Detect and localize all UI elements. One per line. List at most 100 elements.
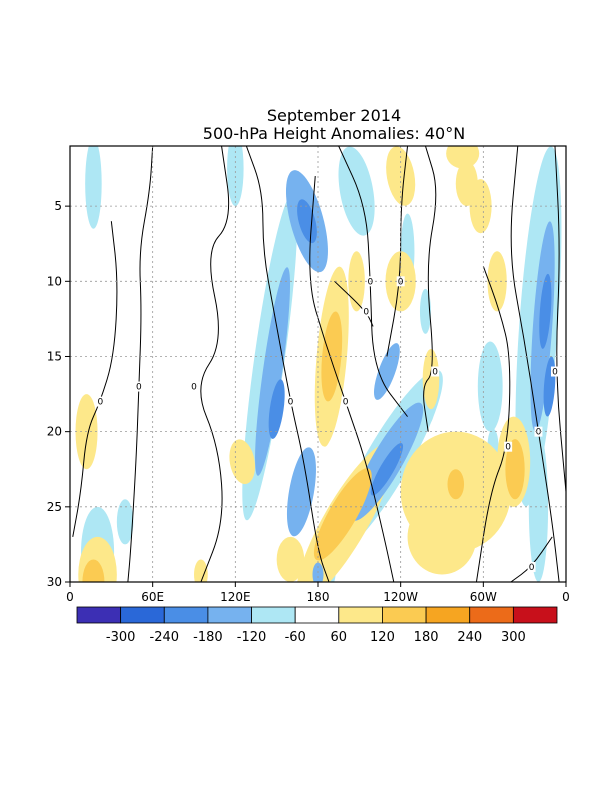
- contour-label: 0: [367, 277, 373, 287]
- colorbar-swatch: [294, 606, 340, 624]
- colorbar-swatch: [251, 606, 296, 624]
- contour-label-bg: [527, 561, 536, 572]
- contour-label: 0: [288, 398, 294, 408]
- y-tick-label: 10: [47, 274, 62, 288]
- colorbar-label: 240: [457, 630, 482, 645]
- anomaly-region: [116, 499, 134, 545]
- contour-label: 0: [191, 383, 197, 393]
- colorbar-label: -240: [150, 630, 180, 645]
- colorbar-label: 60: [331, 630, 348, 645]
- colorbar-swatch: [120, 606, 165, 624]
- contour-label-bg: [362, 306, 371, 317]
- colorbar-swatch: [469, 606, 514, 624]
- zero-contour: [510, 536, 553, 582]
- zero-contour: [423, 146, 437, 432]
- zero-contour: [386, 146, 409, 357]
- anomaly-region: [374, 343, 400, 400]
- colorbar: -300 -240 -180 -120 -60 60 120 180 240 300: [76, 606, 558, 645]
- contour-label: 0: [529, 563, 535, 573]
- colorbar-label: 300: [501, 630, 526, 645]
- zero-contour: [127, 146, 154, 582]
- anomaly-region: [313, 468, 372, 561]
- chart-title: September 2014: [267, 106, 401, 125]
- anomaly-region: [407, 499, 477, 575]
- x-tick-label: 0: [66, 590, 74, 604]
- colorbar-swatch: [76, 606, 122, 624]
- anomaly-region: [421, 439, 441, 485]
- contour-label-bg: [134, 381, 143, 392]
- contour-label-bg: [286, 396, 295, 407]
- anomaly-region: [477, 341, 503, 432]
- colorbar-swatch: [512, 606, 558, 624]
- anomaly-region: [455, 161, 478, 207]
- anomaly-region: [539, 273, 552, 349]
- anomaly-region: [276, 536, 305, 582]
- y-tick-label: 15: [47, 349, 62, 363]
- contour-label-bg: [190, 381, 198, 392]
- contour-label-bg: [534, 426, 543, 437]
- colorbar-label: 120: [370, 630, 395, 645]
- contour-label: 0: [363, 307, 369, 317]
- anomaly-region: [447, 469, 465, 500]
- anomaly-region: [505, 439, 525, 500]
- colorbar-swatch: [338, 606, 383, 624]
- contour-label-bg: [341, 396, 350, 407]
- colorbar-label: -120: [237, 630, 267, 645]
- anomaly-region: [319, 416, 331, 447]
- anomaly-region: [487, 251, 507, 312]
- colorbar-swatch: [382, 606, 427, 624]
- anomaly-region: [419, 288, 431, 334]
- y-axis: 5 10 15 20 25 30: [47, 199, 70, 589]
- colorbar-label: -300: [106, 630, 136, 645]
- zero-contour: [554, 146, 566, 492]
- colorbar-label: -180: [193, 630, 223, 645]
- colorbar-swatch: [163, 606, 209, 624]
- chart-subtitle: 500-hPa Height Anomalies: 40°N: [203, 124, 465, 143]
- zero-contour: [309, 176, 395, 582]
- x-tick-label: 60W: [470, 590, 497, 604]
- anomaly-region: [286, 447, 316, 537]
- anomaly-region: [255, 267, 291, 476]
- y-tick-label: 5: [54, 199, 62, 213]
- anomaly-region: [194, 559, 208, 582]
- x-tick-label: 180: [307, 590, 330, 604]
- x-tick-label: 120W: [383, 590, 418, 604]
- contour-label-bg: [550, 366, 559, 377]
- anomaly-region: [370, 442, 404, 496]
- anomaly-region: [338, 146, 375, 236]
- contour-label: 0: [136, 383, 142, 393]
- x-tick-label: 60E: [141, 590, 164, 604]
- colorbar-label: -60: [285, 630, 306, 645]
- colorbar-swatch: [207, 606, 252, 624]
- zero-contour: [338, 146, 408, 417]
- anomaly-region: [229, 439, 256, 485]
- anomaly-region: [85, 146, 102, 229]
- contour-label-bg: [96, 396, 105, 407]
- contour-label: 0: [432, 368, 438, 378]
- colorbar-label: 180: [414, 630, 439, 645]
- contour-label-bg: [504, 441, 513, 452]
- colorbar-swatch: [425, 606, 471, 624]
- zero-contour: [200, 146, 230, 582]
- x-axis: 0 60E 120E 180 120W 60W 0: [66, 582, 570, 604]
- contour-label: 0: [505, 443, 511, 453]
- zero-contour: [510, 146, 560, 582]
- y-tick-label: 20: [47, 425, 62, 439]
- zero-contour: [475, 266, 511, 582]
- x-tick-label: 120E: [220, 590, 251, 604]
- anomaly-region: [528, 431, 549, 582]
- zero-contour: [245, 146, 330, 582]
- contour-label-bg: [431, 366, 440, 377]
- contour-label: 0: [97, 398, 103, 408]
- anomaly-region: [268, 379, 285, 439]
- y-tick-label: 25: [47, 500, 62, 514]
- anomaly-region: [297, 199, 317, 244]
- zero-contour: [72, 221, 118, 537]
- contour-label: 0: [552, 368, 558, 378]
- anomaly-region: [82, 559, 105, 582]
- y-tick-label: 30: [47, 575, 62, 589]
- contour-label: 0: [343, 398, 349, 408]
- contour-label: 0: [536, 428, 542, 438]
- anomaly-region: [422, 348, 440, 410]
